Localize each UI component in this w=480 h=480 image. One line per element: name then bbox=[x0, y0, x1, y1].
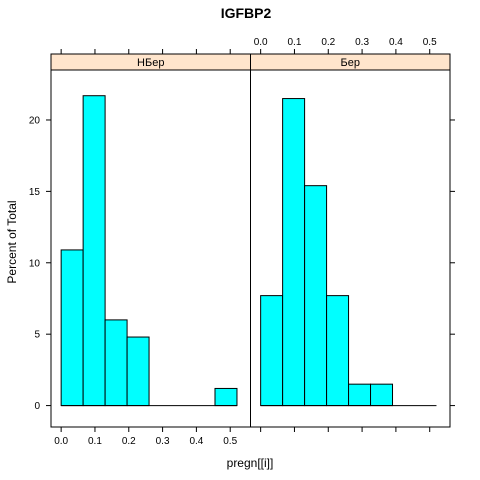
histogram-bar bbox=[282, 98, 306, 407]
y-tick-label: 10 bbox=[29, 258, 41, 269]
histogram-bar bbox=[82, 95, 106, 407]
strip-label: НБер bbox=[137, 57, 164, 69]
histogram-bar bbox=[326, 295, 350, 407]
plot-frame bbox=[50, 53, 451, 428]
x-tick-label: 0.1 bbox=[88, 436, 102, 447]
chart-title: IGFBP2 bbox=[221, 5, 272, 21]
histogram-bar bbox=[214, 387, 238, 407]
histogram-bar bbox=[370, 383, 394, 407]
histogram-bar bbox=[60, 249, 84, 407]
x-tick-label: 0.2 bbox=[321, 37, 335, 48]
panels-area: НБер Бер bbox=[50, 53, 451, 427]
histogram-bar bbox=[304, 185, 328, 407]
x-tick-label: 0.3 bbox=[156, 436, 170, 447]
tick-labels: 0.0 0.1 0.2 0.3 0.4 0.5 0.0 0.1 0.2 0.3 0.4 0.5 0 5 10… bbox=[29, 37, 437, 447]
x-tick-label: 0.1 bbox=[288, 37, 302, 48]
histogram-bar bbox=[126, 336, 150, 407]
y-axis-label: Percent of Total bbox=[5, 200, 19, 283]
y-tick-label: 20 bbox=[29, 115, 41, 126]
x-tick-label: 0.5 bbox=[223, 436, 237, 447]
histogram-bar bbox=[260, 295, 284, 407]
x-tick-label: 0.2 bbox=[122, 436, 136, 447]
x-tick-label: 0.0 bbox=[54, 436, 68, 447]
histogram-bar bbox=[348, 383, 372, 407]
x-axis-label: pregn[[i]] bbox=[227, 456, 274, 470]
histogram-bar bbox=[104, 319, 128, 407]
x-tick-label: 0.3 bbox=[355, 37, 369, 48]
x-tick-label: 0.5 bbox=[423, 37, 437, 48]
strip-label: Бер bbox=[341, 57, 360, 69]
y-tick-label: 0 bbox=[34, 401, 40, 412]
y-tick-label: 5 bbox=[34, 330, 40, 341]
y-tick-label: 15 bbox=[29, 187, 41, 198]
tick-marks bbox=[46, 49, 455, 432]
x-tick-label: 0.0 bbox=[254, 37, 268, 48]
x-tick-label: 0.4 bbox=[189, 436, 203, 447]
x-tick-label: 0.4 bbox=[389, 37, 403, 48]
